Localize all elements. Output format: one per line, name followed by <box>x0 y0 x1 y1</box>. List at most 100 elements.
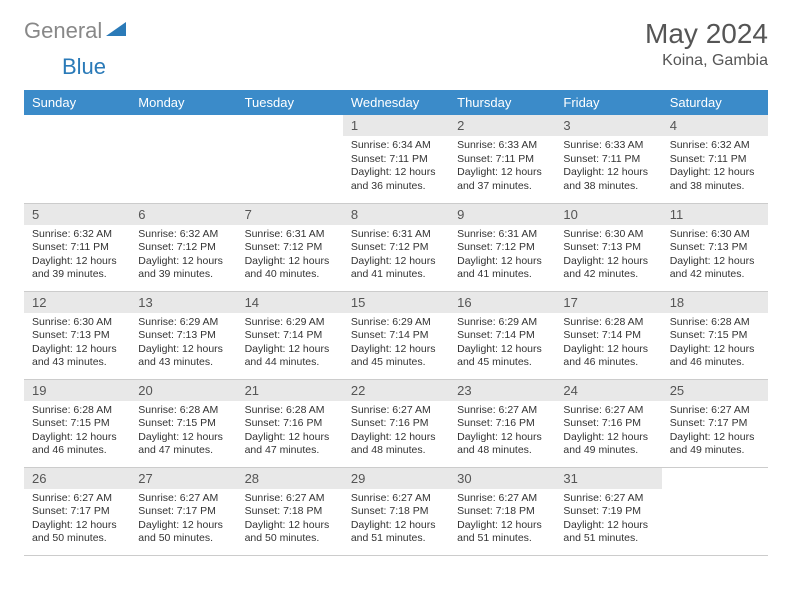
day-cell: 21Sunrise: 6:28 AMSunset: 7:16 PMDayligh… <box>237 379 343 467</box>
day-cell: 23Sunrise: 6:27 AMSunset: 7:16 PMDayligh… <box>449 379 555 467</box>
day-header: Monday <box>130 90 236 115</box>
day-details: Sunrise: 6:31 AMSunset: 7:12 PMDaylight:… <box>449 225 555 286</box>
day-details: Sunrise: 6:29 AMSunset: 7:14 PMDaylight:… <box>237 313 343 374</box>
day-details: Sunrise: 6:28 AMSunset: 7:16 PMDaylight:… <box>237 401 343 462</box>
day-header: Wednesday <box>343 90 449 115</box>
day-number: 9 <box>449 204 555 225</box>
day-details: Sunrise: 6:27 AMSunset: 7:18 PMDaylight:… <box>343 489 449 550</box>
day-cell: 20Sunrise: 6:28 AMSunset: 7:15 PMDayligh… <box>130 379 236 467</box>
day-header: Thursday <box>449 90 555 115</box>
empty-cell <box>24 115 130 203</box>
day-cell: 2Sunrise: 6:33 AMSunset: 7:11 PMDaylight… <box>449 115 555 203</box>
day-details: Sunrise: 6:30 AMSunset: 7:13 PMDaylight:… <box>555 225 661 286</box>
day-cell: 11Sunrise: 6:30 AMSunset: 7:13 PMDayligh… <box>662 203 768 291</box>
day-details: Sunrise: 6:30 AMSunset: 7:13 PMDaylight:… <box>662 225 768 286</box>
day-header: Tuesday <box>237 90 343 115</box>
day-details: Sunrise: 6:29 AMSunset: 7:14 PMDaylight:… <box>449 313 555 374</box>
day-number: 16 <box>449 292 555 313</box>
day-cell: 28Sunrise: 6:27 AMSunset: 7:18 PMDayligh… <box>237 467 343 555</box>
day-details: Sunrise: 6:31 AMSunset: 7:12 PMDaylight:… <box>237 225 343 286</box>
day-number: 25 <box>662 380 768 401</box>
day-details: Sunrise: 6:27 AMSunset: 7:17 PMDaylight:… <box>130 489 236 550</box>
day-number: 17 <box>555 292 661 313</box>
empty-cell <box>130 115 236 203</box>
day-cell: 24Sunrise: 6:27 AMSunset: 7:16 PMDayligh… <box>555 379 661 467</box>
day-number: 10 <box>555 204 661 225</box>
day-cell: 7Sunrise: 6:31 AMSunset: 7:12 PMDaylight… <box>237 203 343 291</box>
logo-text-1: General <box>24 18 102 44</box>
day-details: Sunrise: 6:27 AMSunset: 7:17 PMDaylight:… <box>24 489 130 550</box>
day-details: Sunrise: 6:32 AMSunset: 7:12 PMDaylight:… <box>130 225 236 286</box>
day-details: Sunrise: 6:27 AMSunset: 7:16 PMDaylight:… <box>343 401 449 462</box>
day-details: Sunrise: 6:29 AMSunset: 7:13 PMDaylight:… <box>130 313 236 374</box>
logo-triangle-icon <box>106 20 126 43</box>
day-details: Sunrise: 6:34 AMSunset: 7:11 PMDaylight:… <box>343 136 449 197</box>
day-details: Sunrise: 6:27 AMSunset: 7:16 PMDaylight:… <box>555 401 661 462</box>
day-number: 31 <box>555 468 661 489</box>
day-number: 7 <box>237 204 343 225</box>
day-number: 26 <box>24 468 130 489</box>
day-cell: 1Sunrise: 6:34 AMSunset: 7:11 PMDaylight… <box>343 115 449 203</box>
empty-cell <box>237 115 343 203</box>
day-number: 1 <box>343 115 449 136</box>
day-details: Sunrise: 6:27 AMSunset: 7:19 PMDaylight:… <box>555 489 661 550</box>
day-number: 15 <box>343 292 449 313</box>
day-number: 4 <box>662 115 768 136</box>
empty-cell <box>662 467 768 555</box>
calendar-body: 1Sunrise: 6:34 AMSunset: 7:11 PMDaylight… <box>24 115 768 555</box>
day-details: Sunrise: 6:28 AMSunset: 7:14 PMDaylight:… <box>555 313 661 374</box>
page-title: May 2024 <box>645 18 768 50</box>
day-number: 22 <box>343 380 449 401</box>
day-number: 13 <box>130 292 236 313</box>
day-cell: 8Sunrise: 6:31 AMSunset: 7:12 PMDaylight… <box>343 203 449 291</box>
day-number: 11 <box>662 204 768 225</box>
day-cell: 29Sunrise: 6:27 AMSunset: 7:18 PMDayligh… <box>343 467 449 555</box>
logo: General <box>24 18 128 44</box>
day-cell: 14Sunrise: 6:29 AMSunset: 7:14 PMDayligh… <box>237 291 343 379</box>
day-cell: 19Sunrise: 6:28 AMSunset: 7:15 PMDayligh… <box>24 379 130 467</box>
day-cell: 27Sunrise: 6:27 AMSunset: 7:17 PMDayligh… <box>130 467 236 555</box>
day-details: Sunrise: 6:27 AMSunset: 7:17 PMDaylight:… <box>662 401 768 462</box>
day-cell: 22Sunrise: 6:27 AMSunset: 7:16 PMDayligh… <box>343 379 449 467</box>
day-cell: 30Sunrise: 6:27 AMSunset: 7:18 PMDayligh… <box>449 467 555 555</box>
day-number: 5 <box>24 204 130 225</box>
day-number: 6 <box>130 204 236 225</box>
logo-text-2: Blue <box>62 54 106 79</box>
day-number: 28 <box>237 468 343 489</box>
day-cell: 31Sunrise: 6:27 AMSunset: 7:19 PMDayligh… <box>555 467 661 555</box>
calendar-header-row: SundayMondayTuesdayWednesdayThursdayFrid… <box>24 90 768 115</box>
day-number: 14 <box>237 292 343 313</box>
day-details: Sunrise: 6:28 AMSunset: 7:15 PMDaylight:… <box>662 313 768 374</box>
day-cell: 12Sunrise: 6:30 AMSunset: 7:13 PMDayligh… <box>24 291 130 379</box>
day-number: 27 <box>130 468 236 489</box>
day-details: Sunrise: 6:33 AMSunset: 7:11 PMDaylight:… <box>555 136 661 197</box>
day-cell: 4Sunrise: 6:32 AMSunset: 7:11 PMDaylight… <box>662 115 768 203</box>
day-number: 19 <box>24 380 130 401</box>
day-cell: 25Sunrise: 6:27 AMSunset: 7:17 PMDayligh… <box>662 379 768 467</box>
day-number: 23 <box>449 380 555 401</box>
day-details: Sunrise: 6:29 AMSunset: 7:14 PMDaylight:… <box>343 313 449 374</box>
day-cell: 10Sunrise: 6:30 AMSunset: 7:13 PMDayligh… <box>555 203 661 291</box>
day-details: Sunrise: 6:32 AMSunset: 7:11 PMDaylight:… <box>24 225 130 286</box>
day-details: Sunrise: 6:30 AMSunset: 7:13 PMDaylight:… <box>24 313 130 374</box>
day-details: Sunrise: 6:27 AMSunset: 7:16 PMDaylight:… <box>449 401 555 462</box>
day-cell: 15Sunrise: 6:29 AMSunset: 7:14 PMDayligh… <box>343 291 449 379</box>
day-details: Sunrise: 6:31 AMSunset: 7:12 PMDaylight:… <box>343 225 449 286</box>
day-cell: 9Sunrise: 6:31 AMSunset: 7:12 PMDaylight… <box>449 203 555 291</box>
day-cell: 13Sunrise: 6:29 AMSunset: 7:13 PMDayligh… <box>130 291 236 379</box>
day-header: Friday <box>555 90 661 115</box>
calendar-page: General May 2024 Koina, Gambia Blue Sund… <box>0 0 792 574</box>
day-cell: 16Sunrise: 6:29 AMSunset: 7:14 PMDayligh… <box>449 291 555 379</box>
day-number: 8 <box>343 204 449 225</box>
day-number: 24 <box>555 380 661 401</box>
day-cell: 26Sunrise: 6:27 AMSunset: 7:17 PMDayligh… <box>24 467 130 555</box>
day-cell: 3Sunrise: 6:33 AMSunset: 7:11 PMDaylight… <box>555 115 661 203</box>
day-number: 20 <box>130 380 236 401</box>
day-details: Sunrise: 6:32 AMSunset: 7:11 PMDaylight:… <box>662 136 768 197</box>
day-header: Saturday <box>662 90 768 115</box>
day-number: 18 <box>662 292 768 313</box>
day-header: Sunday <box>24 90 130 115</box>
day-details: Sunrise: 6:28 AMSunset: 7:15 PMDaylight:… <box>24 401 130 462</box>
day-details: Sunrise: 6:27 AMSunset: 7:18 PMDaylight:… <box>237 489 343 550</box>
calendar-table: SundayMondayTuesdayWednesdayThursdayFrid… <box>24 90 768 556</box>
